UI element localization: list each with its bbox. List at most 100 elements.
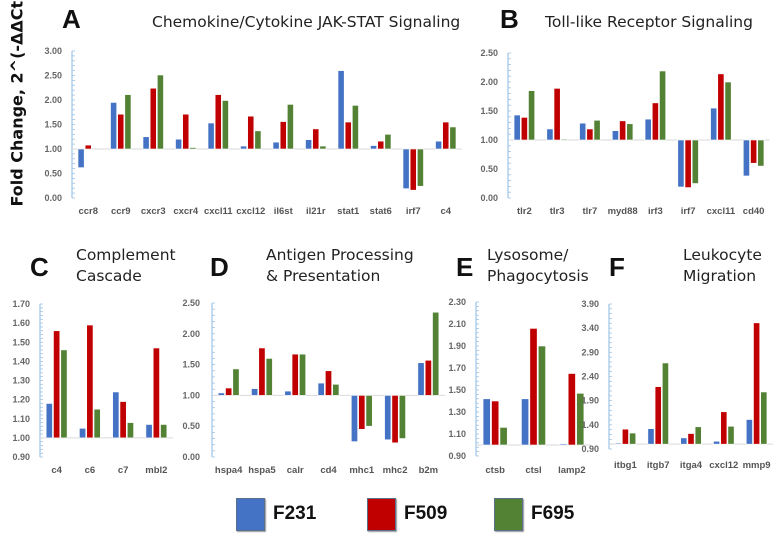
x-tick-label: mmp9 xyxy=(743,460,771,471)
bar-f231-tlr3 xyxy=(546,128,554,141)
bar-f509-mbl2 xyxy=(152,347,160,439)
bar-f509-ccr8 xyxy=(84,144,92,150)
legend-label-f695: F695 xyxy=(531,503,575,524)
bar-f231-ctsl xyxy=(521,398,530,446)
x-tick-label: mhc1 xyxy=(349,465,375,476)
bar-f509-ccr9 xyxy=(117,113,125,150)
bar-f695-ctsb xyxy=(499,427,508,446)
bar-f231-irf3 xyxy=(644,118,652,141)
x-tick-label: c7 xyxy=(118,465,129,476)
bar-f695-calr xyxy=(299,353,306,396)
x-tick-label: il21r xyxy=(306,206,326,217)
panel-letter-a: A xyxy=(62,4,81,34)
bar-f509-itgb7 xyxy=(654,386,662,445)
bar-f509-c4 xyxy=(442,121,450,150)
x-tick-label: itga4 xyxy=(680,460,703,471)
y-tick-label: 1.50 xyxy=(448,385,466,395)
y-tick-label: 1.00 xyxy=(12,433,30,443)
bar-f695-hspa5 xyxy=(265,358,273,396)
bar-f695-mmp9 xyxy=(760,391,768,445)
bar-f231-mbl2 xyxy=(145,424,153,439)
y-tick-label: 1.70 xyxy=(12,299,30,309)
x-tick-label: c4 xyxy=(440,206,451,217)
x-tick-label: lamp2 xyxy=(558,465,585,476)
bar-f231-cxcl11 xyxy=(207,122,215,150)
bar-f509-ctsl xyxy=(529,328,538,446)
bar-f695-stat1 xyxy=(352,105,359,150)
bar-f231-cxcr4 xyxy=(175,138,182,150)
bar-f509-cxcr3 xyxy=(149,87,157,150)
bar-f509-irf7 xyxy=(409,148,417,191)
panel-letter-f: F xyxy=(609,252,625,282)
x-tick-label: c4 xyxy=(51,465,62,476)
bar-f509-mhc2 xyxy=(391,395,399,444)
y-tick-label: 3.90 xyxy=(581,299,599,309)
y-tick-label: 1.70 xyxy=(448,363,466,373)
panel-letter-e: E xyxy=(456,252,474,282)
bar-f231-ccr9 xyxy=(110,102,117,150)
x-tick-label: cxcl11 xyxy=(707,206,736,217)
bar-f509-hspa4 xyxy=(225,387,233,396)
bar-f231-mhc2 xyxy=(384,395,392,441)
bar-f231-c7 xyxy=(112,391,120,439)
x-tick-label: itbg1 xyxy=(614,460,637,471)
bar-f695-irf7 xyxy=(417,148,424,187)
bar-f509-cxcl11 xyxy=(214,94,222,150)
legend-swatch-f509 xyxy=(367,497,396,531)
bar-f695-cxcr3 xyxy=(157,74,164,150)
y-tick-label: 1.50 xyxy=(480,106,498,116)
bar-f509-lamp2 xyxy=(567,373,576,446)
y-tick-label: 0.90 xyxy=(12,452,30,462)
bar-f231-hspa5 xyxy=(251,388,259,396)
bar-f509-mmp9 xyxy=(753,322,761,445)
bar-f509-irf3 xyxy=(651,102,659,141)
bar-f509-itga4 xyxy=(687,433,695,445)
y-tick-label: 1.00 xyxy=(44,144,62,154)
bar-f695-cd4 xyxy=(332,384,340,396)
bar-f231-c6 xyxy=(79,428,87,439)
bar-f695-mhc1 xyxy=(365,395,373,427)
y-tick-label: 1.00 xyxy=(480,135,498,145)
bar-f231-itgb7 xyxy=(647,428,655,445)
y-tick-label: 3.00 xyxy=(44,46,62,56)
x-tick-label: cxcl11 xyxy=(204,206,233,217)
legend-swatch-f695 xyxy=(494,497,523,531)
bar-f231-hspa4 xyxy=(217,392,225,396)
y-tick-label: 1.30 xyxy=(448,407,466,417)
y-tick-label: 3.40 xyxy=(581,323,599,333)
bar-f231-c4 xyxy=(435,140,442,150)
bar-f509-cxcl11 xyxy=(717,73,725,141)
bar-f695-ctsl xyxy=(537,345,546,446)
bar-f509-stat6 xyxy=(377,140,385,150)
bar-f231-tlr7 xyxy=(579,122,587,141)
x-tick-label: irf3 xyxy=(648,206,663,217)
legend-label-f231: F231 xyxy=(273,503,317,524)
x-tick-label: cxcl12 xyxy=(236,206,265,217)
bar-f695-b2m xyxy=(432,311,440,396)
x-tick-label: itgb7 xyxy=(647,460,670,471)
bar-f695-itga4 xyxy=(694,426,702,445)
y-tick-label: 0.50 xyxy=(44,169,62,179)
bar-f695-cxcr4 xyxy=(189,147,197,150)
legend-item-f695: F695 xyxy=(494,497,574,531)
bar-f695-tlr7 xyxy=(593,119,601,141)
x-tick-label: irf7 xyxy=(406,206,421,217)
bar-f231-mmp9 xyxy=(745,419,753,445)
bar-f231-itga4 xyxy=(680,437,688,445)
y-tick-label: 1.50 xyxy=(182,360,200,370)
x-tick-label: cd40 xyxy=(743,206,765,217)
x-tick-label: cxcl12 xyxy=(709,460,738,471)
y-tick-label: 1.00 xyxy=(182,390,200,400)
x-tick-label: hspa5 xyxy=(248,465,276,476)
y-tick-label: 2.50 xyxy=(182,298,200,308)
x-tick-label: hspa4 xyxy=(215,465,243,476)
y-tick-label: 0.50 xyxy=(182,421,200,431)
bar-f695-c4 xyxy=(449,126,457,150)
bar-f695-itbg1 xyxy=(629,432,637,445)
bar-f509-b2m xyxy=(424,359,432,396)
bar-f695-cd40 xyxy=(757,139,765,167)
y-tick-label: 2.30 xyxy=(448,297,466,307)
bar-f695-cxcl11 xyxy=(222,100,229,150)
y-tick-label: 0.00 xyxy=(44,193,62,203)
